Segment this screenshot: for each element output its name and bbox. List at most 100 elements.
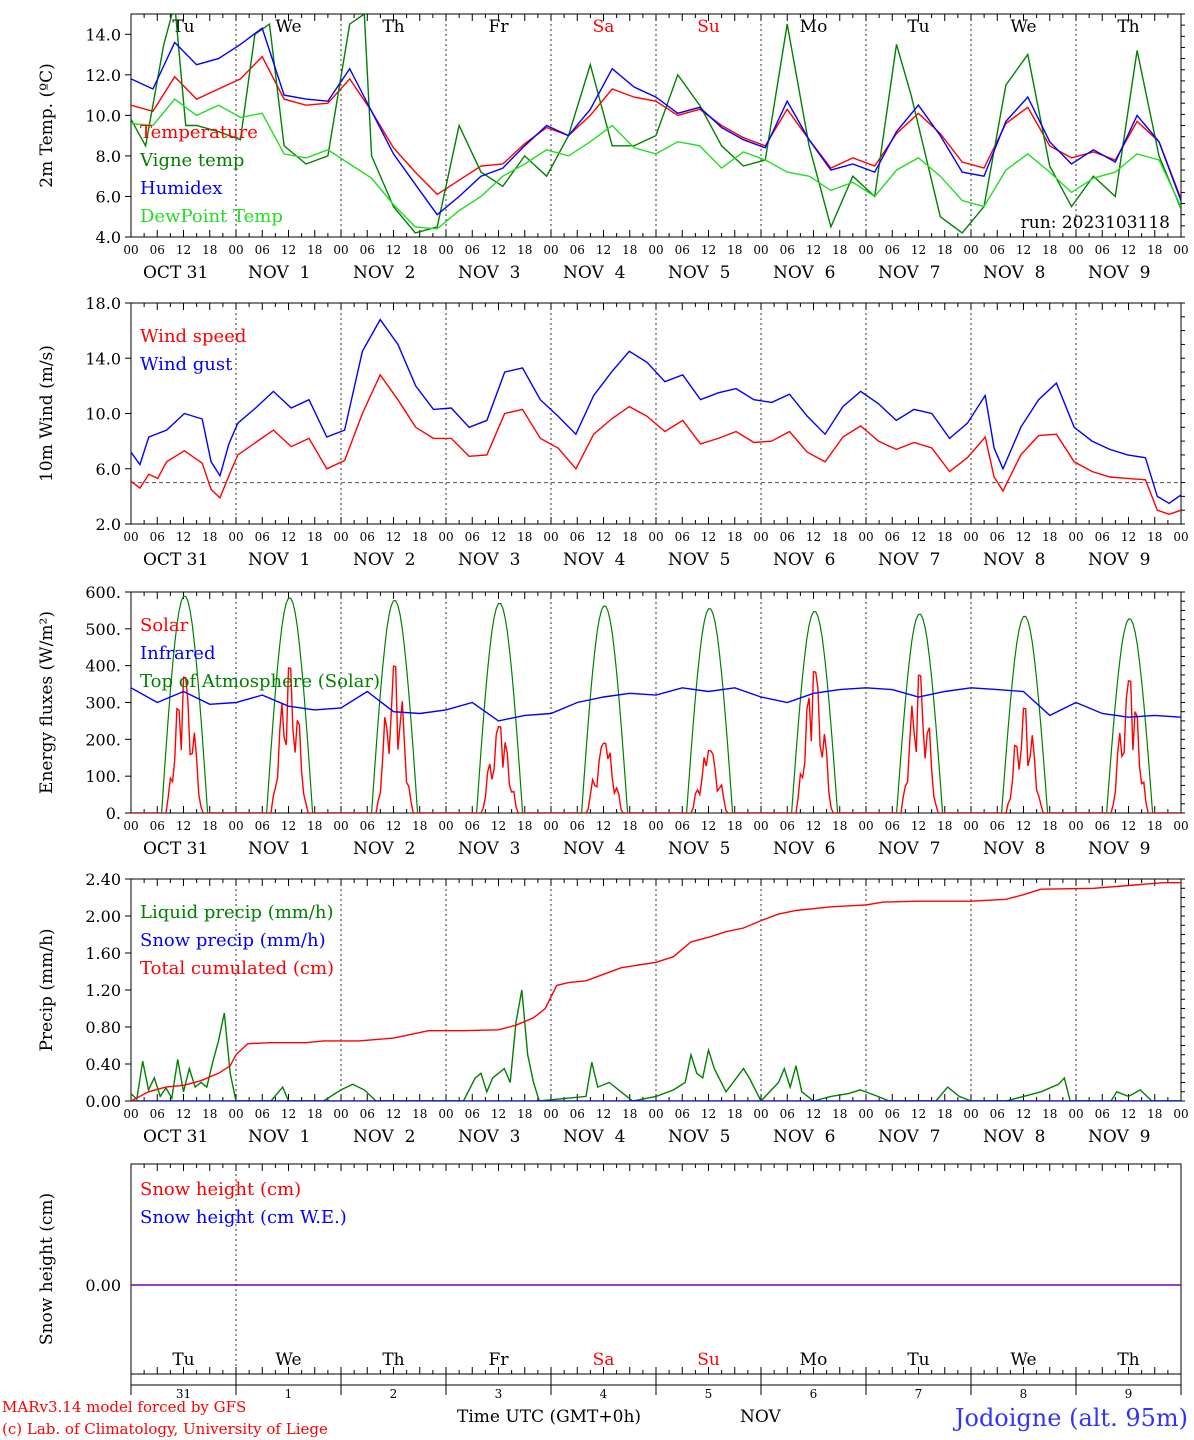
hour-tick-label: 12 bbox=[701, 1107, 716, 1121]
hour-tick-label: 18 bbox=[622, 530, 637, 544]
series-line-wind-gust bbox=[131, 318, 1181, 505]
hour-tick-label: 00 bbox=[753, 1107, 768, 1121]
hour-tick-label: 06 bbox=[780, 243, 795, 257]
hour-tick-label: 00 bbox=[333, 819, 348, 833]
hour-tick-label: 06 bbox=[990, 530, 1005, 544]
x-axis-month-label: NOV bbox=[740, 1407, 782, 1427]
hour-tick-label: 18 bbox=[727, 243, 742, 257]
hour-tick-label: 00 bbox=[963, 819, 978, 833]
y-tick-label: 18.0 bbox=[85, 294, 121, 313]
hour-tick-label: 12 bbox=[491, 819, 506, 833]
y-tick-label: 2.00 bbox=[85, 907, 121, 926]
hour-tick-label: 18 bbox=[832, 819, 847, 833]
hour-tick-label: 00 bbox=[438, 1107, 453, 1121]
hour-tick-label: 18 bbox=[202, 819, 217, 833]
hour-tick-label: 06 bbox=[885, 530, 900, 544]
hour-tick-label: 00 bbox=[1173, 243, 1188, 257]
series-line-temperature bbox=[131, 55, 1181, 199]
hour-tick-label: 18 bbox=[412, 243, 427, 257]
date-label: NOV 6 bbox=[773, 839, 835, 859]
weekday-label-bottom: We bbox=[1010, 1350, 1036, 1370]
hour-tick-label: 06 bbox=[465, 530, 480, 544]
hour-tick-label: 00 bbox=[123, 243, 138, 257]
y-tick-label: 10.0 bbox=[85, 405, 121, 424]
legend-entry: Humidex bbox=[140, 178, 222, 199]
hour-tick-label: 18 bbox=[412, 1107, 427, 1121]
hour-tick-label: 18 bbox=[832, 530, 847, 544]
hour-tick-label: 06 bbox=[150, 530, 165, 544]
hour-tick-label: 06 bbox=[885, 1107, 900, 1121]
y-tick-label: 1.20 bbox=[85, 981, 121, 1000]
hour-tick-label: 12 bbox=[176, 530, 191, 544]
weekday-label-bottom: Tu bbox=[907, 1350, 929, 1370]
date-label: NOV 3 bbox=[458, 839, 520, 859]
y-tick-label: 2.0 bbox=[96, 515, 121, 534]
date-label: NOV 9 bbox=[1088, 839, 1150, 859]
hour-tick-label: 18 bbox=[517, 819, 532, 833]
date-label: NOV 9 bbox=[1088, 550, 1150, 570]
hour-tick-label: 18 bbox=[937, 243, 952, 257]
day-number-label: 31 bbox=[176, 1387, 191, 1401]
hour-tick-label: 00 bbox=[1068, 530, 1083, 544]
hour-tick-label: 12 bbox=[596, 1107, 611, 1121]
hour-tick-label: 00 bbox=[648, 819, 663, 833]
date-label: NOV 8 bbox=[983, 550, 1045, 570]
hour-tick-label: 18 bbox=[1147, 530, 1162, 544]
day-number-label: 6 bbox=[810, 1387, 818, 1401]
hour-tick-label: 06 bbox=[255, 819, 270, 833]
y-tick-label: 0.80 bbox=[85, 1018, 121, 1037]
date-label: OCT 31 bbox=[143, 1127, 208, 1147]
legend-entry: Snow precip (mm/h) bbox=[140, 930, 326, 951]
panel-5: 0.00 Snow height (cm) Snow height (cm) Snow… bbox=[37, 1163, 1182, 1401]
date-label: NOV 3 bbox=[458, 263, 520, 283]
y-axis-label: Precip (mm/h) bbox=[37, 928, 57, 1051]
weekday-label: We bbox=[275, 17, 301, 37]
weekday-label: Tu bbox=[907, 17, 929, 37]
hour-tick-label: 12 bbox=[1016, 243, 1031, 257]
date-label: NOV 5 bbox=[668, 839, 730, 859]
date-label: NOV 5 bbox=[668, 550, 730, 570]
hour-tick-label: 00 bbox=[438, 530, 453, 544]
series-line-solar bbox=[131, 665, 1181, 813]
hour-tick-label: 00 bbox=[333, 243, 348, 257]
hour-tick-label: 00 bbox=[753, 530, 768, 544]
y-tick-label: 0.00 bbox=[85, 1092, 121, 1111]
y-tick-label: 300. bbox=[85, 694, 121, 713]
hour-tick-label: 06 bbox=[780, 1107, 795, 1121]
hour-tick-label: 00 bbox=[543, 819, 558, 833]
legend-entry: Snow height (cm) bbox=[140, 1179, 301, 1200]
date-label: NOV 4 bbox=[563, 550, 625, 570]
hour-tick-label: 06 bbox=[360, 1107, 375, 1121]
hour-tick-label: 06 bbox=[1095, 1107, 1110, 1121]
hour-tick-label: 18 bbox=[622, 1107, 637, 1121]
legend-entry: Vigne temp bbox=[139, 150, 244, 171]
hour-tick-label: 12 bbox=[1121, 819, 1136, 833]
hour-tick-label: 18 bbox=[1042, 819, 1057, 833]
panel-3: 0. 100. 200. 300. 400. 500. 600. Energy fluxes … bbox=[37, 583, 1189, 859]
y-tick-label: 4.0 bbox=[96, 228, 121, 247]
legend-entry: Wind speed bbox=[140, 326, 246, 347]
hour-tick-label: 00 bbox=[228, 819, 243, 833]
y-axis-label: 2m Temp. (ºC) bbox=[37, 63, 57, 188]
day-number-label: 1 bbox=[285, 1387, 293, 1401]
y-tick-label: 500. bbox=[85, 620, 121, 639]
hour-tick-label: 00 bbox=[858, 530, 873, 544]
day-number-label: 3 bbox=[495, 1387, 503, 1401]
hour-tick-label: 12 bbox=[596, 819, 611, 833]
weekday-label-bottom: We bbox=[275, 1350, 301, 1370]
y-tick-label: 8.0 bbox=[96, 147, 121, 166]
hour-tick-label: 00 bbox=[1068, 243, 1083, 257]
day-number-label: 4 bbox=[600, 1387, 608, 1401]
y-tick-label: 100. bbox=[85, 767, 121, 786]
hour-tick-label: 18 bbox=[727, 530, 742, 544]
hour-tick-label: 12 bbox=[386, 1107, 401, 1121]
date-label: NOV 2 bbox=[353, 263, 415, 283]
hour-tick-label: 12 bbox=[281, 1107, 296, 1121]
hour-tick-label: 12 bbox=[1016, 1107, 1031, 1121]
hour-tick-label: 12 bbox=[911, 819, 926, 833]
hour-tick-label: 06 bbox=[675, 1107, 690, 1121]
day-number-label: 7 bbox=[915, 1387, 923, 1401]
hour-tick-label: 00 bbox=[543, 1107, 558, 1121]
hour-tick-label: 18 bbox=[937, 530, 952, 544]
hour-tick-label: 00 bbox=[858, 1107, 873, 1121]
